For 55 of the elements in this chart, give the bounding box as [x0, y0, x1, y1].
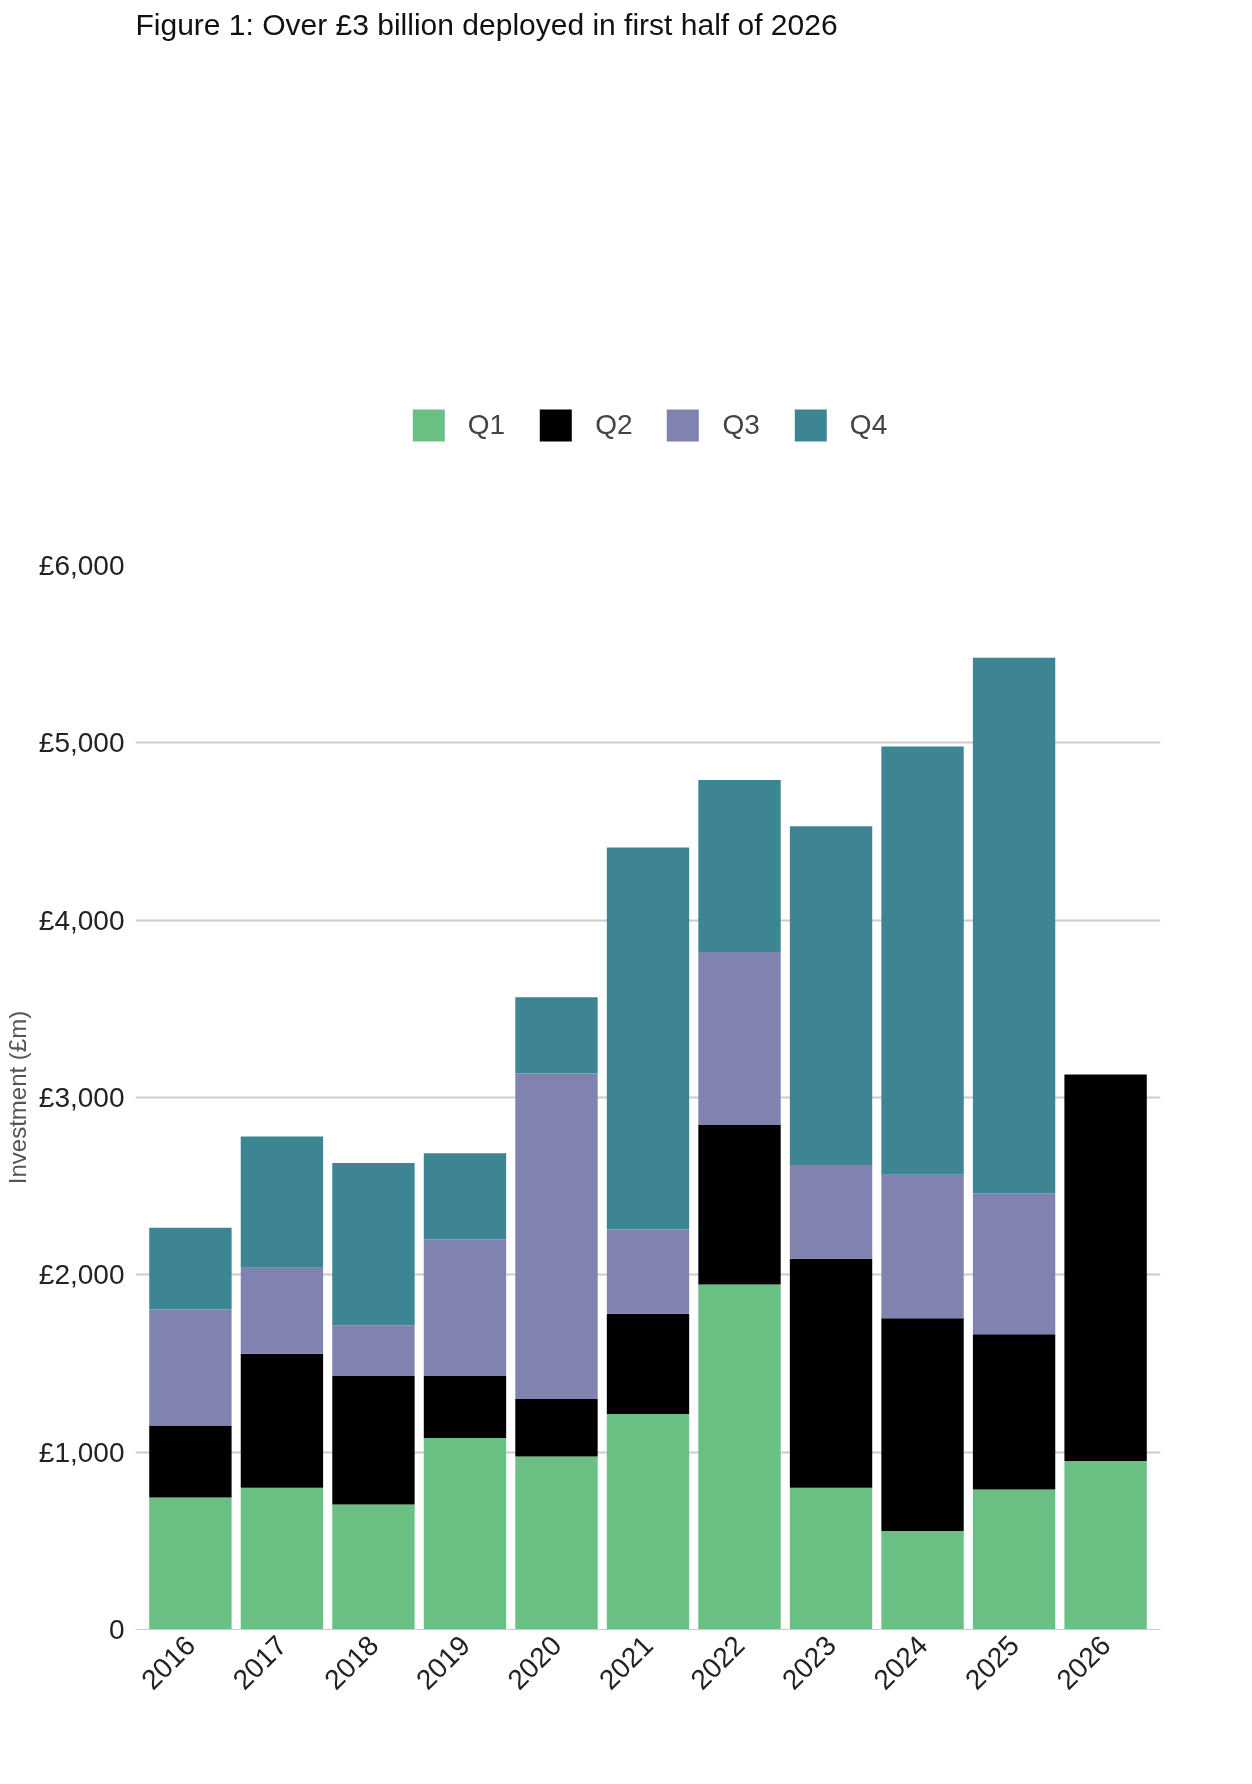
bar — [423, 1153, 507, 1240]
bar — [698, 1284, 781, 1630]
y-tick-label: 0 — [108, 1614, 125, 1645]
legend-label: Q3 — [722, 409, 760, 441]
bar — [423, 1239, 507, 1376]
bar — [515, 997, 598, 1074]
bar — [881, 1531, 964, 1630]
bar — [149, 1425, 232, 1498]
chart-title: Figure 1: Over £3 billion deployed in first half of 2026 — [135, 7, 838, 41]
y-tick-label: £6,000 — [38, 550, 125, 581]
bar — [881, 1318, 964, 1532]
bar — [698, 780, 781, 953]
bar — [972, 657, 1056, 1194]
bar — [972, 1334, 1056, 1490]
bar — [606, 1414, 690, 1630]
y-tick-label: £1,000 — [38, 1436, 125, 1468]
bar — [423, 1375, 507, 1438]
bar — [332, 1504, 415, 1630]
bar — [515, 1456, 598, 1630]
bar — [606, 847, 690, 1230]
bar — [149, 1497, 232, 1630]
bar — [698, 1124, 781, 1285]
bar — [240, 1487, 324, 1630]
bar — [698, 952, 781, 1125]
bar — [332, 1163, 415, 1326]
legend-label: Q1 — [467, 409, 506, 441]
y-axis-title: Investment (£m) — [3, 1010, 31, 1185]
bar — [972, 1193, 1056, 1335]
bar — [240, 1353, 324, 1488]
bar — [789, 1487, 873, 1630]
bar — [515, 1398, 598, 1457]
bar — [881, 1174, 964, 1319]
bar — [423, 1437, 507, 1630]
bar — [789, 1258, 873, 1488]
y-tick-label: £3,000 — [38, 1082, 125, 1113]
bar — [149, 1309, 232, 1426]
bar — [1064, 1461, 1147, 1630]
bar — [972, 1489, 1056, 1630]
bar — [149, 1227, 232, 1310]
bar — [332, 1375, 415, 1505]
bar — [606, 1229, 690, 1314]
bar — [789, 1164, 873, 1259]
bar — [789, 826, 873, 1165]
y-tick-label: £4,000 — [38, 904, 125, 936]
bar — [240, 1267, 324, 1354]
y-tick-label: £2,000 — [38, 1259, 125, 1291]
bar — [332, 1325, 415, 1376]
legend-label: Q2 — [595, 409, 633, 441]
bar — [606, 1313, 690, 1415]
bar — [515, 1073, 598, 1399]
bar — [881, 746, 964, 1175]
y-tick-label: £5,000 — [38, 727, 125, 759]
bar — [240, 1136, 324, 1268]
legend-label: Q4 — [849, 409, 888, 441]
bar — [1064, 1074, 1147, 1462]
